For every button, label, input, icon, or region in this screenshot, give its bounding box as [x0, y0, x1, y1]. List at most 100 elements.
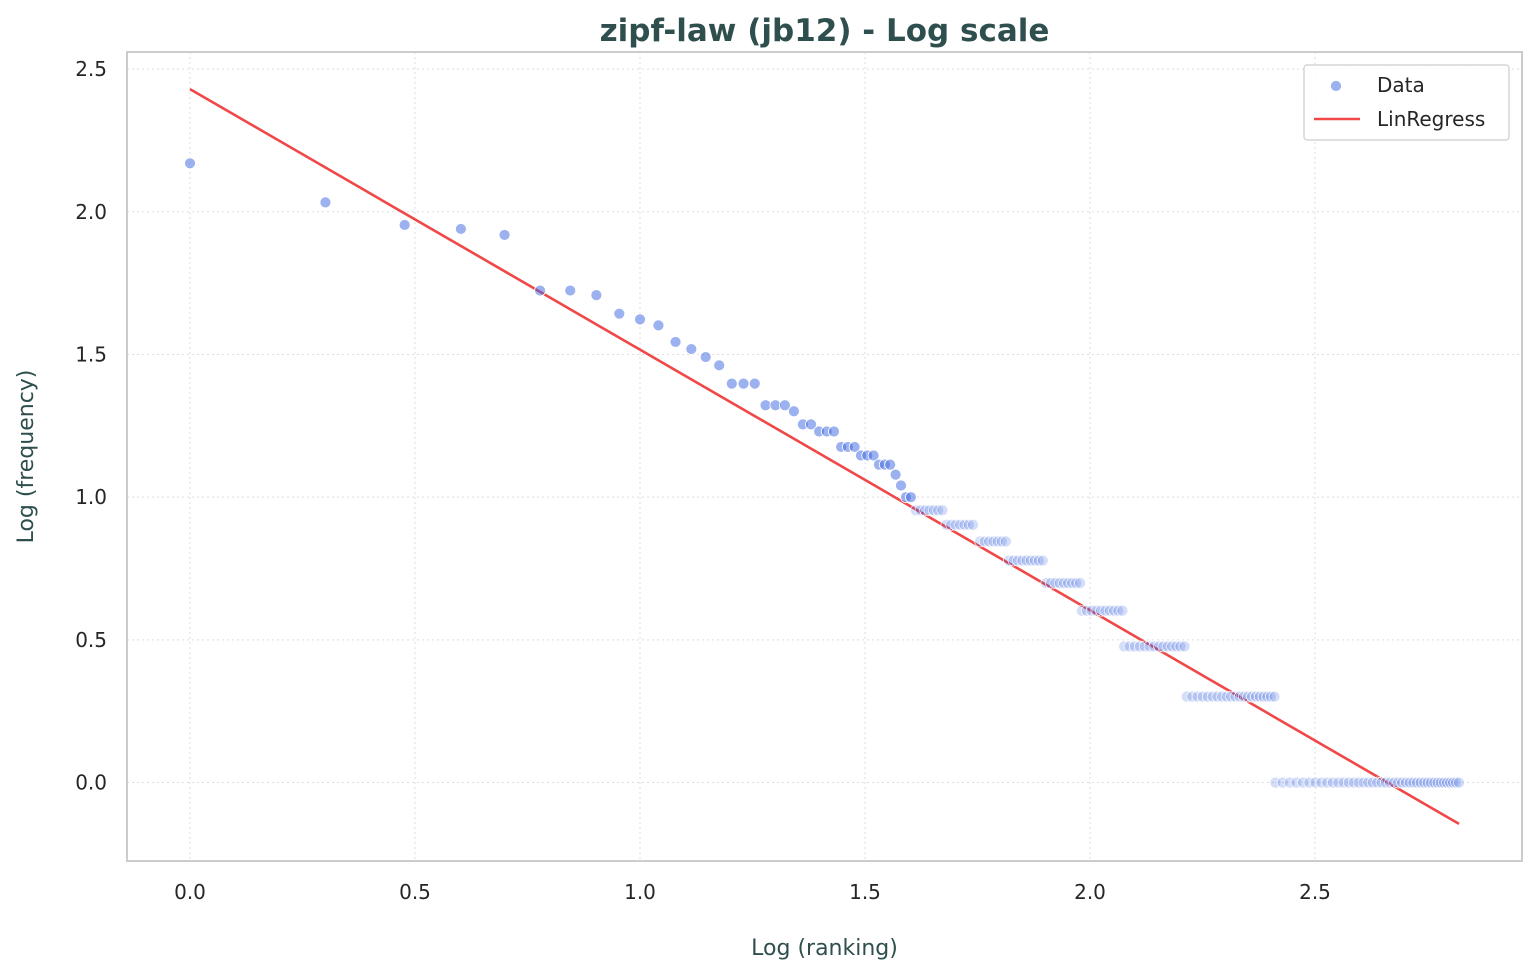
data-point	[1357, 776, 1370, 789]
data-point	[498, 229, 511, 241]
y-tick-label: 2.5	[75, 57, 107, 81]
data-point	[1201, 690, 1214, 703]
data-point	[867, 449, 880, 462]
data-point	[1045, 577, 1057, 589]
data-point	[1343, 776, 1355, 789]
data-point	[848, 441, 861, 453]
data-point	[1162, 640, 1174, 653]
data-point	[1049, 577, 1062, 589]
data-point	[1265, 690, 1277, 703]
x-tick-label: 0.5	[399, 880, 431, 904]
data-point	[954, 519, 966, 531]
data-point	[1157, 640, 1170, 653]
data-point	[1276, 776, 1289, 789]
data-point	[996, 535, 1008, 548]
data-point	[1438, 776, 1450, 789]
data-point	[1431, 776, 1444, 789]
data-point	[1371, 776, 1384, 789]
data-point	[1384, 776, 1396, 789]
data-point	[1081, 604, 1093, 617]
data-point	[1033, 554, 1045, 567]
data-point	[590, 289, 603, 302]
data-point	[928, 504, 940, 517]
data-point	[1095, 604, 1107, 617]
data-point	[1166, 640, 1178, 653]
data-point	[949, 519, 962, 531]
data-point	[974, 535, 987, 548]
data-point	[699, 351, 712, 363]
data-point	[1229, 690, 1242, 703]
data-point	[1116, 604, 1129, 617]
x-tick-label: 1.5	[849, 880, 881, 904]
data-point	[1143, 640, 1156, 653]
data-point	[1453, 776, 1465, 789]
y-tick-label: 0.0	[75, 771, 107, 795]
data-point	[914, 504, 927, 517]
data-point	[1000, 535, 1012, 548]
y-axis-title: Log (frequency)	[14, 370, 39, 544]
data-point	[1206, 690, 1219, 703]
x-axis-title: Log (ranking)	[751, 936, 898, 961]
legend-data-marker	[1330, 80, 1342, 92]
data-point	[1148, 640, 1161, 653]
legend-label-data: Data	[1377, 73, 1425, 97]
data-point	[1380, 776, 1392, 789]
x-tick-label: 0.0	[174, 880, 206, 904]
regression-line	[189, 87, 1460, 826]
data-point	[932, 504, 945, 517]
legend-label-linregress: LinRegress	[1377, 107, 1485, 131]
data-point	[398, 219, 411, 231]
data-point	[1414, 776, 1427, 789]
data-point	[1434, 776, 1447, 789]
data-point	[1297, 776, 1309, 789]
data-point	[940, 519, 953, 531]
data-point	[1425, 776, 1437, 789]
data-point	[1024, 554, 1037, 567]
data-point	[788, 405, 800, 418]
data-point	[1348, 776, 1360, 789]
data-point	[1268, 690, 1281, 703]
data-point	[919, 504, 931, 517]
data-point	[1062, 577, 1074, 589]
data-point	[1099, 604, 1112, 617]
data-point	[634, 313, 646, 326]
data-point	[1211, 690, 1224, 703]
data-point	[1112, 604, 1125, 617]
data-point	[1362, 776, 1375, 789]
data-point	[1108, 604, 1120, 617]
y-tick-label: 0.5	[75, 628, 107, 652]
data-point	[1074, 577, 1086, 589]
data-point	[967, 519, 979, 531]
data-point	[1090, 604, 1103, 617]
data-point	[1036, 554, 1049, 567]
data-point	[945, 519, 957, 531]
data-point	[1225, 690, 1237, 703]
data-point	[564, 284, 577, 297]
data-point	[1012, 554, 1024, 567]
x-tick-label: 1.0	[624, 880, 656, 904]
data-point	[1174, 640, 1187, 653]
data-point	[1128, 640, 1141, 653]
data-point	[828, 425, 840, 438]
data-point	[1352, 776, 1365, 789]
data-point	[1134, 640, 1146, 653]
data-point	[1053, 577, 1066, 589]
data-point	[1066, 577, 1078, 589]
data-point	[1367, 776, 1379, 789]
data-point	[983, 535, 995, 548]
data-point	[1388, 776, 1400, 789]
data-point	[1085, 604, 1098, 617]
data-point	[884, 458, 897, 471]
data-point	[685, 343, 698, 355]
data-point	[737, 377, 750, 390]
data-point	[1441, 776, 1453, 789]
data-point	[963, 519, 975, 531]
data-point	[1007, 554, 1020, 567]
data-point	[779, 399, 791, 412]
data-point	[958, 519, 971, 531]
data-point	[1020, 554, 1033, 567]
data-point	[713, 359, 726, 372]
data-point	[923, 504, 936, 517]
data-point	[725, 377, 738, 390]
y-tick-label: 2.0	[75, 200, 107, 224]
